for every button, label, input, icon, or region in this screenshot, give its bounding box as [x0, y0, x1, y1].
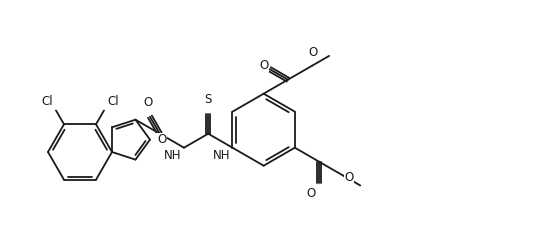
Text: O: O	[157, 133, 166, 146]
Text: S: S	[205, 93, 212, 106]
Text: O: O	[307, 187, 316, 200]
Text: NH: NH	[213, 149, 230, 162]
Text: Cl: Cl	[107, 95, 119, 108]
Text: O: O	[308, 46, 318, 59]
Text: O: O	[143, 96, 153, 109]
Text: Cl: Cl	[41, 95, 53, 108]
Text: O: O	[259, 59, 268, 72]
Text: NH: NH	[164, 149, 181, 162]
Text: O: O	[345, 171, 354, 184]
